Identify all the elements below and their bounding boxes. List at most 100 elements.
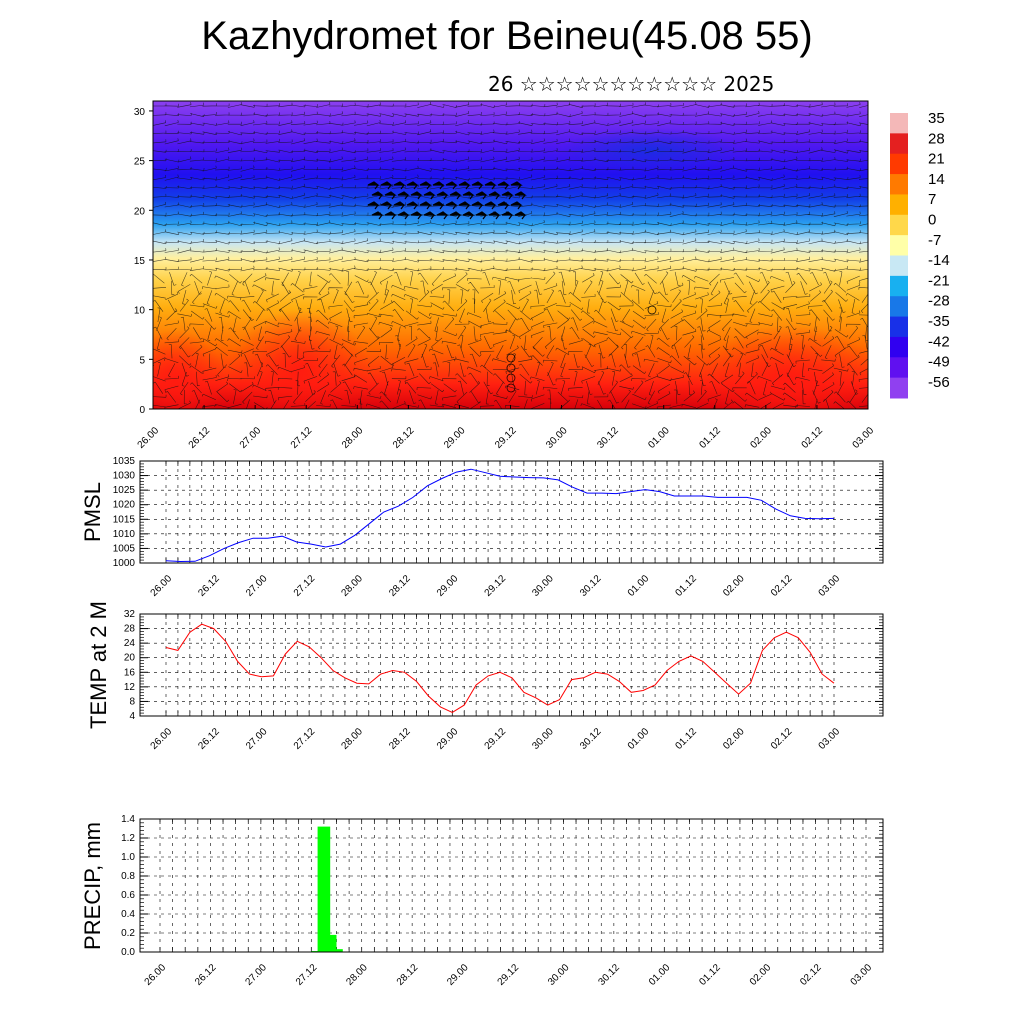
jet-wind-flag [497, 181, 510, 190]
cold-core [560, 128, 740, 172]
precipitation-tick-label: 26.12 [193, 962, 219, 988]
colorbar-swatch [890, 174, 908, 195]
jet-wind-flag [475, 211, 488, 220]
pmsl-grid [140, 461, 883, 563]
jet-wind-flag [514, 191, 527, 200]
pmsl-tick-label: 01.00 [626, 573, 652, 599]
jet-wind-flag [397, 211, 410, 220]
jet-wind-flag [432, 201, 445, 210]
colorbar: 35 28 21 14 7 0 -7 -14 -21 -28 -35 -42 -49 -56 [890, 110, 950, 399]
colorbar-label: -7 [928, 232, 941, 249]
precipitation-bar [323, 934, 337, 952]
cross-section-y-tick-label: 20 [134, 206, 146, 217]
jet-wind-flag [406, 181, 419, 190]
pmsl-tick-label: 02.12 [769, 573, 795, 599]
colorbar-label: -21 [928, 272, 950, 289]
precipitation-frame [139, 818, 884, 953]
precipitation-bars [311, 826, 671, 953]
temperature-panel: 4 8 12 16 20 24 28 32 26.00 26.12 27.00 27.12 28.00… [86, 601, 884, 752]
warm-core [153, 330, 225, 409]
cross-section-x-tick-label: 27.12 [289, 425, 315, 451]
precipitation-tick-label: 30.12 [597, 962, 623, 988]
cross-section-y-tick-label: 0 [139, 405, 145, 416]
pmsl-frame [139, 460, 884, 564]
jet-wind-flag [410, 211, 423, 220]
colorbar-swatch [890, 113, 908, 134]
jet-wind-flag [484, 181, 497, 190]
jet-wind-flag [510, 181, 523, 190]
jet-wind-flag [501, 211, 514, 220]
wind-vector-field [153, 101, 868, 409]
pmsl-tick-label: 01.12 [674, 573, 700, 599]
cross-section-x-tick-label: 28.12 [391, 425, 417, 451]
pmsl-y-tick-label: 1000 [113, 558, 136, 569]
colorbar-label: -35 [928, 313, 950, 330]
colorbar-label: -28 [928, 293, 950, 310]
colorbar-swatch [890, 377, 908, 399]
cross-section-x-tick-label: 29.00 [442, 425, 468, 451]
jet-wind-flag [397, 191, 410, 200]
pmsl-y-tick-label: 1030 [113, 471, 136, 482]
cross-section-y-tick-label: 30 [134, 107, 146, 118]
pmsl-tick-label: 29.12 [483, 573, 509, 599]
jet-wind-flag [432, 181, 445, 190]
jet-wind-flag [458, 181, 471, 190]
pmsl-tick-label: 29.00 [435, 573, 461, 599]
precipitation-panel: 0.0 0.2 0.4 0.6 0.8 1.0 1.2 1.4 26.00 26.12 27.00… [80, 814, 884, 988]
jet-wind-flag [419, 201, 432, 210]
temperature-tick-label: 03.00 [817, 726, 843, 752]
pmsl-axis-title: PMSL [80, 482, 105, 542]
precipitation-tick-label: 01.12 [697, 962, 723, 988]
jet-wind-flag [393, 181, 406, 190]
jet-wind-flag [449, 191, 462, 200]
cross-section-x-tick-label: 28.00 [340, 425, 366, 451]
pmsl-y-axis: 1000 1005 1010 1015 1020 1025 1030 1035 [113, 456, 883, 569]
temperature-tick-label: 26.00 [149, 726, 175, 752]
colorbar-swatch [890, 133, 908, 155]
pmsl-tick-label: 30.00 [530, 573, 556, 599]
jet-wind-flag [458, 201, 471, 210]
precipitation-y-tick-label: 1.4 [121, 814, 135, 825]
calm-wind-marker [506, 353, 516, 363]
precipitation-tick-label: 28.00 [344, 962, 370, 988]
temperature-tick-label: 30.00 [530, 726, 556, 752]
calm-wind-marker [506, 373, 516, 383]
cross-section-panel: 0 5 10 15 20 25 30 26.00 26.12 27.00 27.12 28.00 28… [134, 100, 877, 451]
temperature-tick-label: 28.12 [387, 726, 413, 752]
temperature-tick-label: 26.12 [196, 726, 222, 752]
jet-wind-flag [436, 211, 449, 220]
cross-section-x-tick-label: 02.12 [800, 425, 826, 451]
jet-wind-flag [419, 181, 432, 190]
jet-wind-flag [384, 191, 397, 200]
jet-wind-flag [449, 211, 462, 220]
jet-wind-flag [510, 201, 523, 210]
jet-wind-flag [410, 191, 423, 200]
temperature-x-axis: 26.00 26.12 27.00 27.12 28.00 28.12 29.00 29.12… [149, 726, 843, 752]
wind-barbs [153, 101, 868, 409]
temperature-series-line [165, 623, 835, 713]
colorbar-label: 0 [928, 212, 936, 229]
jet-wind-flag [423, 191, 436, 200]
colorbar-label: -49 [928, 354, 950, 371]
colorbar-label: 7 [928, 191, 936, 208]
precipitation-tick-label: 27.00 [244, 962, 270, 988]
precipitation-y-tick-label: 0.2 [121, 928, 135, 939]
temperature-frame [139, 613, 884, 717]
jet-wind-flag [462, 191, 475, 200]
temperature-y-tick-label: 12 [124, 682, 136, 693]
precipitation-tick-label: 02.12 [798, 962, 824, 988]
precipitation-tick-label: 01.00 [647, 962, 673, 988]
temperature-tick-label: 29.12 [483, 726, 509, 752]
temperature-tick-label: 30.12 [578, 726, 604, 752]
cross-section-x-tick-label: 03.00 [851, 425, 877, 451]
temperature-tick-label: 27.00 [244, 726, 270, 752]
jet-wind-flag [367, 181, 380, 190]
precipitation-tick-label: 02.00 [748, 962, 774, 988]
colorbar-swatch [890, 235, 908, 256]
cross-section-x-tick-label: 01.12 [697, 425, 723, 451]
colorbar-label: 28 [928, 130, 945, 147]
cross-section-y-axis: 0 5 10 15 20 25 30 [134, 107, 153, 416]
jet-wind-flag [445, 201, 458, 210]
pmsl-series-line [165, 468, 835, 563]
